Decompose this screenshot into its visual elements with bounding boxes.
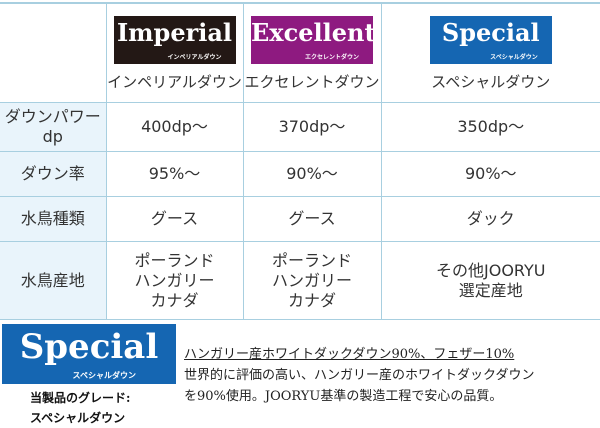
- cell: グース: [106, 197, 243, 242]
- cell: 350dp〜: [381, 103, 600, 152]
- row-label: 水鳥産地: [0, 242, 106, 320]
- table-row: ダウン率 95%〜 90%〜 90%〜: [0, 152, 600, 197]
- empty-corner: [0, 3, 106, 103]
- product-name: インペリアルダウン: [107, 72, 243, 92]
- cell: ポーランドハンガリーカナダ: [243, 242, 381, 320]
- cell: グース: [243, 197, 381, 242]
- table-row: 水鳥産地 ポーランドハンガリーカナダ ポーランドハンガリーカナダ その他JOOR…: [0, 242, 600, 320]
- cell: ダック: [381, 197, 600, 242]
- cell: 90%〜: [243, 152, 381, 197]
- cell: 370dp〜: [243, 103, 381, 152]
- product-name: エクセレントダウン: [244, 72, 381, 92]
- cell: 90%〜: [381, 152, 600, 197]
- product-name: スペシャルダウン: [382, 72, 600, 92]
- headline: ハンガリー産ホワイトダックダウン90%、フェザー10%: [184, 347, 514, 362]
- cell: ポーランドハンガリーカナダ: [106, 242, 243, 320]
- grade-label: 当製品のグレード:スペシャルダウン: [30, 388, 130, 428]
- cell: 400dp〜: [106, 103, 243, 152]
- grade-description: ハンガリー産ホワイトダックダウン90%、フェザー10% 世界的に評価の高い、ハン…: [184, 344, 534, 407]
- cell: 95%〜: [106, 152, 243, 197]
- row-label: ダウン率: [0, 152, 106, 197]
- row-label: 水鳥種類: [0, 197, 106, 242]
- table-row: 水鳥種類 グース グース ダック: [0, 197, 600, 242]
